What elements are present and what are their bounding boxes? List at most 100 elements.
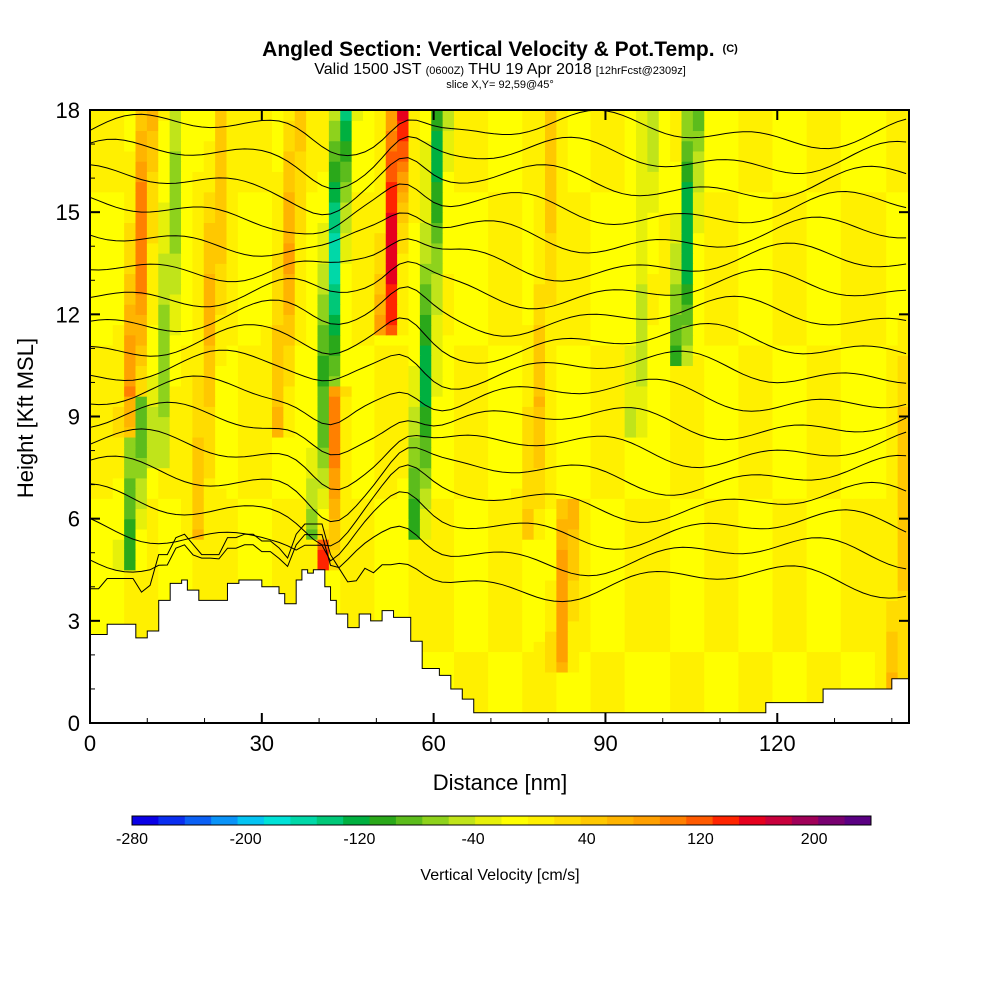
velocity-cell [795,242,808,254]
velocity-cell [363,528,375,540]
velocity-cell [351,222,364,234]
velocity-cell [761,641,774,653]
velocity-cell [272,283,284,295]
velocity-cell [374,191,387,203]
velocity-cell [647,365,660,377]
velocity-cell [533,365,546,377]
velocity-cell [749,375,762,387]
velocity-cell [249,355,262,367]
velocity-cell [90,140,102,152]
velocity-cell [499,620,512,632]
velocity-cell [454,201,466,213]
velocity-cell [783,385,796,397]
velocity-cell [874,488,887,499]
velocity-cell [454,161,466,172]
velocity-cell [237,406,250,418]
velocity-cell [237,355,250,367]
velocity-cell [431,651,444,663]
velocity-cell [556,477,569,489]
velocity-cell [590,365,603,377]
velocity-cell [237,283,250,295]
velocity-cell [488,273,501,285]
velocity-cell [363,293,375,305]
velocity-cell [158,293,171,305]
velocity-cell [385,324,398,336]
velocity-cell [374,222,387,234]
velocity-cell [454,140,466,152]
velocity-cell [624,518,637,530]
velocity-cell [317,161,330,172]
velocity-cell [419,661,432,673]
velocity-cell [510,426,523,438]
velocity-cell [499,641,512,653]
velocity-cell [203,355,216,367]
velocity-cell [203,314,216,326]
velocity-cell [863,498,876,510]
velocity-cell [863,569,876,581]
velocity-cell [579,426,592,438]
velocity-cell [840,150,853,162]
velocity-cell [863,682,876,693]
velocity-cell [658,600,671,612]
velocity-cell [795,641,808,653]
velocity-cell [306,375,319,387]
velocity-cell [658,651,671,663]
velocity-cell [181,385,193,397]
velocity-cell [704,569,717,581]
velocity-cell [385,150,398,162]
velocity-cell [761,579,774,591]
velocity-cell [408,232,421,244]
velocity-cell [476,467,489,479]
velocity-cell [829,682,842,693]
velocity-cell [260,242,273,254]
velocity-cell [431,579,444,591]
velocity-cell [169,212,182,223]
velocity-cell [442,334,455,346]
velocity-cell [567,253,580,264]
velocity-cell [590,692,603,704]
velocity-cell [852,539,865,550]
velocity-cell [692,488,705,499]
velocity-cell [351,467,364,479]
velocity-cell [363,549,375,561]
velocity-cell [112,396,125,407]
velocity-cell [624,447,637,458]
velocity-cell [840,181,853,193]
velocity-cell [715,191,728,203]
velocity-cell [419,498,432,510]
velocity-cell [874,110,887,121]
velocity-cell [419,620,432,632]
velocity-cell [101,416,114,428]
velocity-cell [840,304,853,315]
velocity-cell [852,283,865,295]
velocity-cell [317,273,330,285]
velocity-cell [761,324,774,336]
velocity-cell [772,641,785,653]
velocity-cell [738,631,751,642]
velocity-cell [192,140,205,152]
velocity-cell [408,263,421,275]
velocity-cell [579,416,592,428]
velocity-cell [146,222,159,234]
velocity-cell [192,559,205,571]
velocity-cell [727,651,739,663]
velocity-cell [545,590,557,601]
velocity-cell [215,355,228,367]
velocity-cell [351,344,364,356]
velocity-cell [840,355,853,367]
velocity-cell [897,365,909,377]
velocity-cell [351,304,364,315]
velocity-cell [579,283,592,295]
velocity-cell [829,263,842,275]
velocity-cell [465,314,478,326]
velocity-cell [567,651,580,663]
velocity-cell [670,242,683,254]
velocity-cell [408,508,421,520]
velocity-cell [169,375,182,387]
velocity-cell [90,488,102,499]
velocity-cell [670,396,683,407]
velocity-cell [567,610,580,622]
velocity-cell [215,467,228,479]
velocity-cell [783,569,796,581]
velocity-cell [749,426,762,438]
